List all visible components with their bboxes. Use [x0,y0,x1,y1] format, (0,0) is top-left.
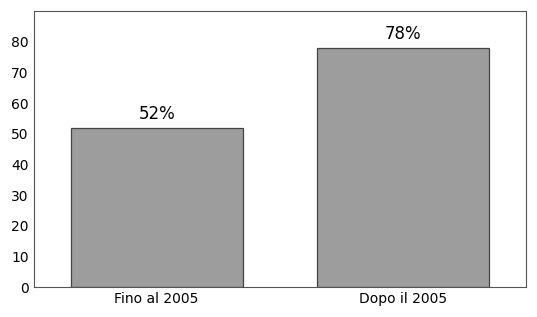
Bar [317,48,489,287]
Text: 52%: 52% [139,105,175,123]
Text: 78%: 78% [384,25,421,43]
Bar [70,128,243,287]
